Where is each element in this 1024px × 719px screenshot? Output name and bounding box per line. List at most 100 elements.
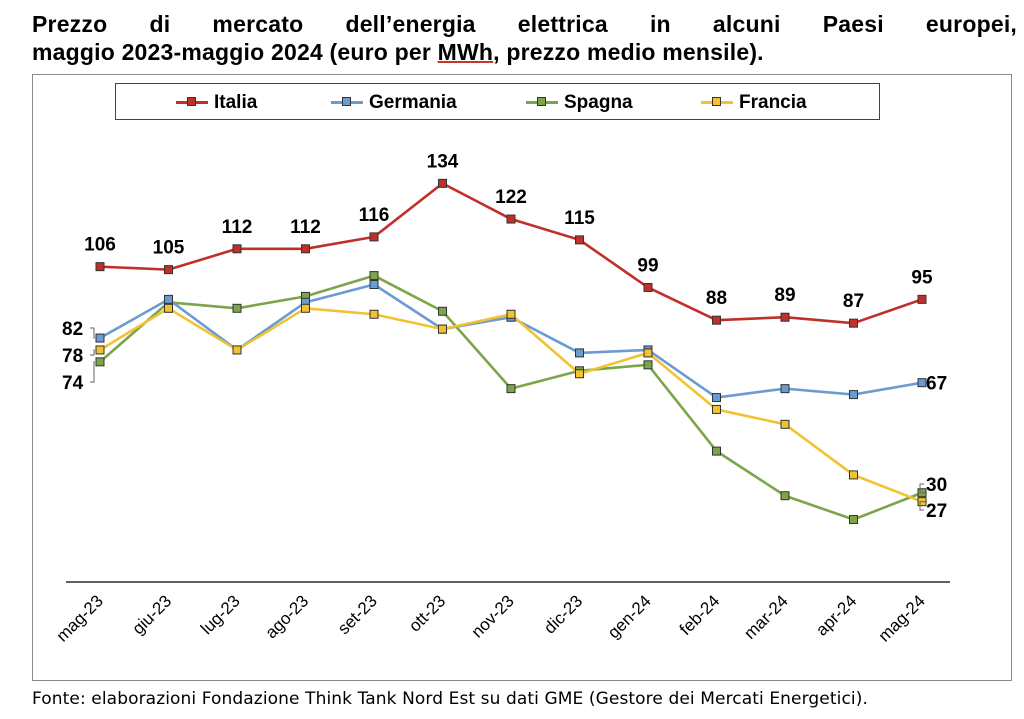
title-unit-mwh: MWh [437, 39, 494, 65]
data-label-germania: 82 [62, 319, 83, 340]
title-line-2-c: , prezzo medio mensile). [493, 39, 764, 65]
x-tick-label: mag-23 [53, 591, 107, 645]
data-label-germania: 67 [926, 374, 947, 395]
source-note: Fonte: elaborazioni Fondazione Think Tan… [32, 689, 868, 709]
data-label-italia: 115 [564, 208, 595, 229]
data-point-italia [301, 244, 310, 254]
title-line-2: maggio 2023-maggio 2024 (euro per MWh, p… [32, 38, 1017, 66]
label-layer: 106 105 112 112 116 134 122 115 99 88 89 87 95 82 78 74… [62, 151, 947, 522]
data-point-italia [712, 315, 721, 325]
data-label-francia: 78 [62, 346, 83, 367]
x-tick-label: gen-24 [604, 591, 655, 642]
axis-layer: mag-23 giu-23 lug-23 ago-23 set-23 ott-23 nov-… [53, 581, 950, 646]
data-point-germania [575, 348, 584, 358]
data-point-francia [506, 309, 516, 319]
data-point-francia [438, 324, 447, 334]
data-point-italia [643, 282, 653, 292]
series-line-francia [99, 306, 923, 503]
legend-swatch-francia [701, 97, 733, 106]
data-point-germania [712, 393, 721, 403]
data-point-francia [369, 309, 379, 319]
data-label-italia: 88 [706, 288, 727, 309]
series-layer [95, 178, 927, 525]
data-point-francia [780, 419, 790, 429]
data-point-italia [780, 312, 790, 322]
data-point-spagna [369, 271, 379, 281]
data-point-italia [917, 294, 927, 304]
data-point-francia [712, 404, 721, 414]
legend-label-germania: Germania [369, 91, 457, 113]
data-label-spagna: 74 [62, 373, 84, 394]
data-point-germania [849, 390, 858, 400]
data-label-italia: 99 [637, 255, 658, 276]
x-tick-label: lug-23 [197, 591, 244, 638]
legend-swatch-germania [331, 97, 363, 106]
x-tick-label: feb-24 [676, 591, 724, 639]
legend-swatch-spagna [526, 97, 558, 106]
data-point-germania [95, 333, 105, 343]
data-point-spagna [849, 515, 858, 525]
data-label-spagna: 30 [926, 475, 947, 496]
data-point-francia [95, 345, 105, 355]
x-tick-label: mag-24 [875, 591, 929, 645]
x-tick-label: ott-23 [405, 591, 449, 635]
legend-item-italia: Italia [176, 84, 257, 121]
data-point-italia [232, 244, 242, 254]
data-point-francia [164, 303, 173, 313]
title-line-1: Prezzo di mercato dell’energia elettrica… [32, 11, 1017, 37]
data-point-italia [369, 232, 379, 242]
x-tick-label: giu-23 [128, 591, 175, 638]
legend-item-germania: Germania [331, 84, 457, 121]
data-point-germania [369, 280, 379, 289]
leader-line-spagna [919, 483, 927, 494]
data-label-italia: 134 [427, 151, 459, 172]
leader-line-spagna [90, 361, 95, 383]
x-tick-label: dic-23 [540, 591, 586, 637]
leader-line-francia [919, 501, 927, 511]
data-label-italia: 112 [222, 217, 253, 238]
data-label-italia: 89 [774, 285, 795, 306]
x-tick-label: set-23 [334, 591, 381, 638]
legend-label-francia: Francia [739, 91, 807, 113]
data-point-francia [849, 470, 858, 480]
data-point-francia [232, 345, 242, 355]
x-tick-label: apr-24 [812, 591, 860, 639]
data-label-francia: 27 [926, 501, 947, 522]
data-point-francia [575, 369, 584, 379]
data-point-italia [164, 265, 173, 275]
legend-item-spagna: Spagna [526, 84, 633, 121]
x-tick-label: nov-23 [468, 591, 518, 641]
data-point-spagna [95, 357, 105, 367]
data-label-italia: 116 [359, 205, 390, 226]
data-point-spagna [506, 384, 516, 394]
chart-legend: Italia Germania Spagna Francia [115, 83, 880, 120]
data-point-italia [575, 235, 584, 245]
legend-item-francia: Francia [701, 84, 807, 121]
data-point-germania [917, 378, 927, 388]
x-tick-label: mar-24 [740, 591, 792, 643]
chart-frame [32, 74, 1012, 681]
data-point-spagna [780, 491, 790, 501]
data-point-italia [438, 178, 447, 188]
x-tick-label: ago-23 [261, 591, 312, 642]
data-point-germania [780, 384, 790, 394]
data-point-italia [506, 214, 516, 224]
leader-line-francia [90, 349, 95, 356]
data-point-spagna [232, 303, 242, 313]
data-point-spagna [712, 446, 721, 456]
data-label-italia: 87 [843, 291, 864, 312]
data-label-italia: 122 [495, 187, 527, 208]
data-point-italia [95, 262, 105, 272]
chart-title: Prezzo di mercato dell’energia elettrica… [32, 10, 1017, 66]
legend-label-spagna: Spagna [564, 91, 633, 113]
data-point-germania [164, 294, 173, 304]
title-line-2-a: maggio 2023-maggio 2024 (euro per [32, 39, 438, 65]
data-label-italia: 105 [153, 238, 185, 259]
data-point-francia [301, 303, 310, 313]
legend-label-italia: Italia [214, 91, 258, 113]
data-point-francia [643, 348, 653, 358]
data-point-spagna [643, 360, 653, 370]
legend-swatch-italia [176, 97, 208, 106]
data-label-italia: 106 [84, 235, 116, 256]
